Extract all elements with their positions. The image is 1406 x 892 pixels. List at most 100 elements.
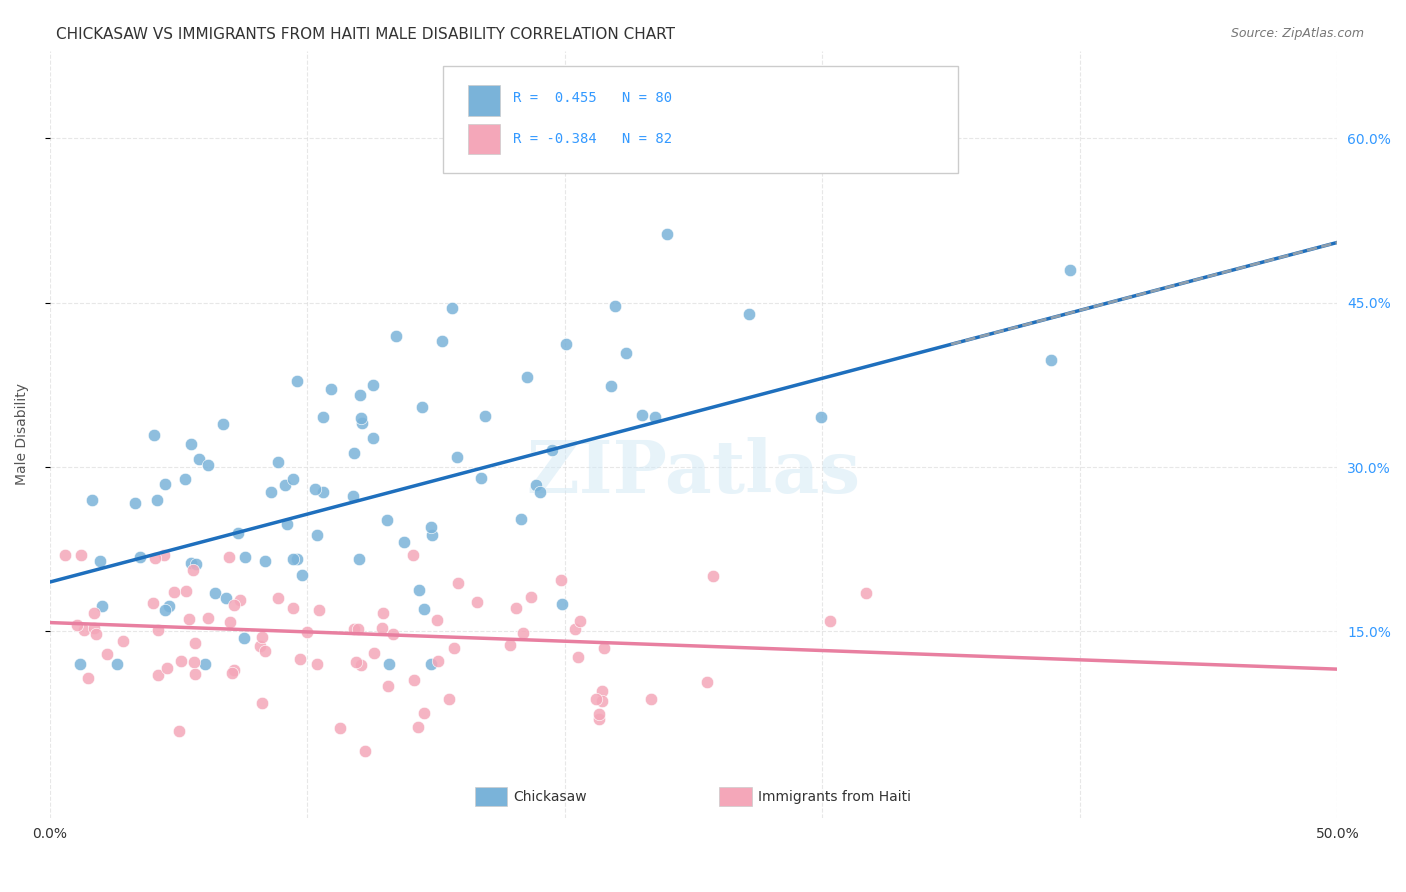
Point [143, 550, 166, 565]
Point [148, 623, 170, 637]
Point [329, 721, 352, 735]
Point [408, 720, 430, 734]
Point [249, 639, 271, 653]
Point [430, 334, 453, 348]
Point [124, 496, 146, 510]
Point [446, 450, 468, 464]
Point [516, 369, 538, 384]
Point [285, 374, 308, 388]
Point [411, 401, 433, 415]
Point [128, 550, 150, 565]
Point [281, 472, 304, 486]
Point [361, 378, 384, 392]
Point [281, 601, 304, 615]
Point [281, 551, 304, 566]
Point [550, 573, 572, 587]
Point [588, 712, 610, 726]
Point [350, 416, 373, 430]
Point [312, 409, 335, 424]
Point [382, 626, 405, 640]
Point [229, 593, 252, 607]
Point [83, 606, 105, 620]
Point [631, 408, 654, 422]
Point [55, 548, 77, 562]
Point [350, 657, 373, 672]
Point [250, 630, 273, 644]
Point [221, 666, 243, 681]
Point [591, 684, 613, 698]
Point [194, 657, 217, 672]
Point [156, 661, 179, 675]
Point [142, 596, 165, 610]
Point [551, 597, 574, 611]
Point [426, 613, 449, 627]
Point [307, 528, 329, 542]
Text: Chickasaw: Chickasaw [513, 790, 586, 804]
Point [276, 516, 298, 531]
Point [197, 458, 219, 473]
Point [112, 633, 135, 648]
Point [226, 526, 249, 541]
Point [614, 345, 637, 359]
Point [505, 601, 527, 615]
Point [499, 638, 522, 652]
Point [253, 554, 276, 568]
Point [520, 591, 543, 605]
Point [312, 484, 335, 499]
Point [420, 528, 443, 542]
Point [412, 602, 434, 616]
Point [404, 673, 426, 687]
Text: Source: ZipAtlas.com: Source: ZipAtlas.com [1230, 27, 1364, 40]
Point [443, 641, 465, 656]
Point [204, 586, 226, 600]
Point [564, 622, 586, 636]
Point [567, 649, 589, 664]
Point [184, 667, 207, 681]
Point [349, 388, 371, 402]
Point [170, 654, 193, 668]
Point [738, 307, 761, 321]
Point [183, 655, 205, 669]
Point [569, 614, 592, 628]
Point [91, 599, 114, 614]
Point [163, 584, 186, 599]
Point [215, 591, 238, 605]
Point [187, 452, 209, 467]
Point [644, 410, 666, 425]
Point [350, 411, 373, 425]
Point [371, 621, 394, 635]
Bar [468, 123, 501, 154]
Point [65, 618, 87, 632]
Point [169, 724, 191, 739]
Point [69, 548, 91, 562]
Point [373, 606, 395, 620]
Point [174, 584, 197, 599]
Point [474, 409, 496, 424]
Point [273, 477, 295, 491]
Point [440, 301, 463, 316]
Point [69, 657, 91, 672]
Point [1039, 352, 1062, 367]
Point [157, 599, 180, 613]
Y-axis label: Male Disability: Male Disability [15, 384, 30, 485]
Point [222, 664, 245, 678]
Point [427, 653, 450, 667]
Point [142, 428, 165, 442]
Point [378, 657, 401, 672]
Point [76, 671, 98, 685]
Point [600, 378, 623, 392]
Point [377, 680, 399, 694]
Point [82, 493, 104, 508]
Point [342, 489, 364, 503]
Point [260, 485, 283, 500]
Point [392, 535, 415, 549]
Point [218, 615, 240, 629]
Point [287, 552, 309, 566]
Point [640, 691, 662, 706]
Point [377, 513, 399, 527]
Point [235, 549, 257, 564]
Point [267, 454, 290, 468]
Point [349, 552, 371, 566]
Point [413, 706, 436, 720]
Point [439, 692, 461, 706]
